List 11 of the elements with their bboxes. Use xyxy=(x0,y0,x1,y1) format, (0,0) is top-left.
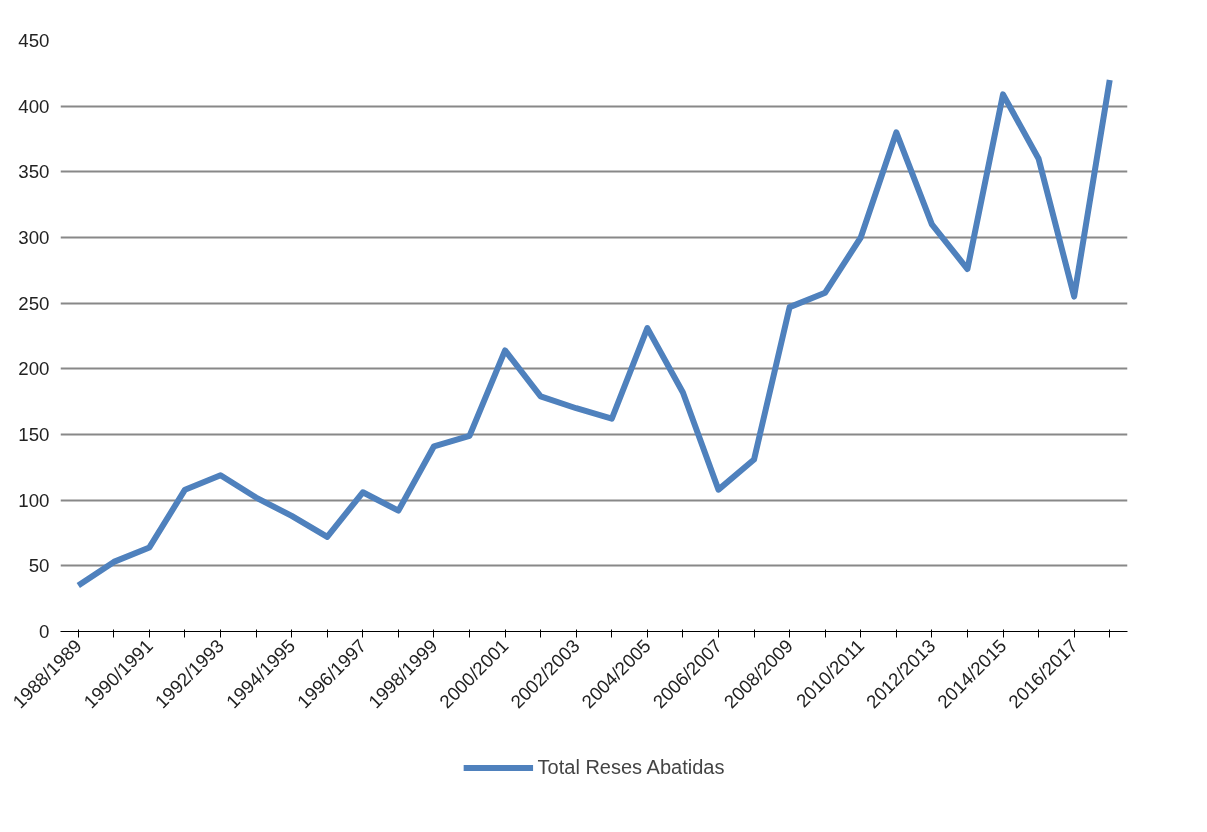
y-tick-label: 300 xyxy=(18,227,50,248)
legend-label: Total Reses Abatidas xyxy=(537,755,725,779)
y-tick-label: 150 xyxy=(18,424,50,445)
y-tick-label: 0 xyxy=(39,621,50,642)
y-tick-label: 50 xyxy=(28,555,50,577)
y-tick-label: 200 xyxy=(18,358,50,380)
y-tick-label: 450 xyxy=(18,30,50,51)
y-tick-label: 250 xyxy=(18,292,50,314)
y-tick-label: 100 xyxy=(18,489,50,511)
y-tick-label: 350 xyxy=(18,161,50,183)
y-tick-label: 400 xyxy=(18,95,50,117)
